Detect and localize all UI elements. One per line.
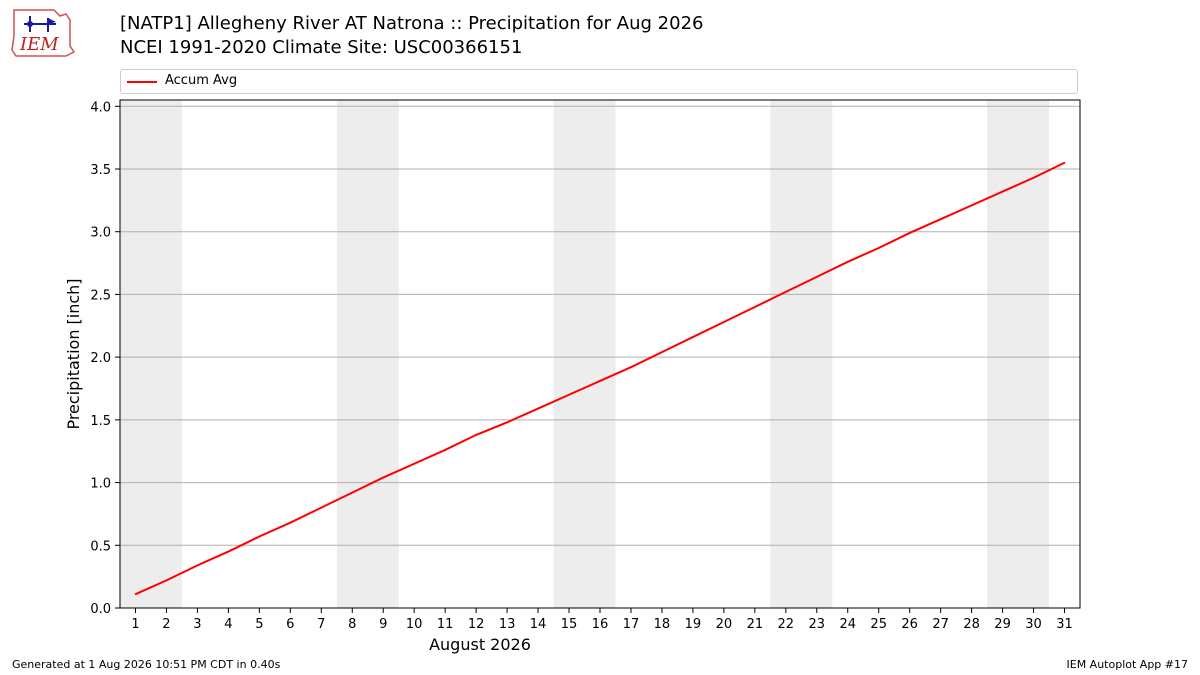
x-tick-label-9: 9 — [379, 617, 387, 632]
data-point-day-14 — [537, 407, 539, 410]
x-tick-label-25: 25 — [870, 617, 887, 632]
x-tick-label-3: 3 — [193, 617, 201, 632]
x-tick-label-18: 18 — [654, 617, 671, 632]
x-tick-label-20: 20 — [716, 617, 733, 632]
legend: Accum Avg — [120, 69, 1078, 94]
x-tick-label-1: 1 — [131, 617, 139, 632]
data-point-day-9 — [382, 476, 385, 479]
legend-label-accum-avg: Accum Avg — [165, 73, 238, 88]
weekend-band-4 — [987, 100, 1050, 608]
legend-line-accum-avg — [127, 81, 157, 83]
x-tick-label-2: 2 — [162, 617, 170, 632]
y-tick-label-2.0: 2.0 — [90, 351, 111, 366]
data-point-day-20 — [723, 321, 725, 323]
weekend-band-0 — [120, 100, 182, 608]
data-point-day-2 — [165, 579, 168, 582]
data-point-day-1 — [134, 593, 137, 596]
data-point-day-17 — [630, 366, 632, 368]
chart-title: [NATP1] Allegheny River AT Natrona :: Pr… — [120, 13, 704, 34]
data-point-day-27 — [939, 218, 942, 220]
x-tick-label-17: 17 — [623, 617, 640, 632]
data-point-day-5 — [258, 535, 261, 538]
data-point-day-21 — [754, 306, 756, 308]
x-tick-label-22: 22 — [778, 617, 795, 632]
data-point-day-7 — [320, 506, 323, 509]
x-tick-label-29: 29 — [994, 617, 1011, 632]
y-tick-label-2.5: 2.5 — [90, 288, 111, 303]
x-tick-label-12: 12 — [468, 617, 485, 632]
x-tick-label-28: 28 — [963, 617, 980, 632]
x-tick-label-19: 19 — [685, 617, 702, 632]
data-point-day-13 — [506, 421, 508, 424]
x-tick-label-24: 24 — [839, 617, 856, 632]
data-point-day-26 — [908, 232, 911, 234]
x-tick-label-16: 16 — [592, 617, 609, 632]
data-point-day-31 — [1063, 161, 1066, 164]
x-tick-label-23: 23 — [809, 617, 826, 632]
x-tick-label-14: 14 — [530, 617, 547, 632]
x-axis-label: August 2026 — [429, 635, 531, 654]
data-point-day-11 — [444, 449, 446, 451]
data-point-day-3 — [196, 564, 199, 567]
y-axis-label: Precipitation [inch] — [64, 278, 83, 429]
x-tick-label-11: 11 — [437, 617, 454, 632]
x-tick-label-27: 27 — [932, 617, 949, 632]
data-point-day-18 — [661, 351, 663, 353]
y-tick-label-0.5: 0.5 — [90, 539, 111, 554]
data-point-day-23 — [815, 276, 818, 278]
data-point-day-29 — [1001, 190, 1004, 193]
data-point-day-22 — [785, 291, 787, 293]
y-tick-label-1.0: 1.0 — [90, 477, 111, 492]
plot-frame — [119, 99, 1081, 609]
data-point-day-10 — [413, 462, 415, 465]
x-tick-label-13: 13 — [499, 617, 516, 632]
data-point-day-28 — [970, 204, 973, 207]
data-point-day-4 — [227, 550, 230, 553]
x-tick-label-31: 31 — [1056, 617, 1073, 632]
x-tick-label-5: 5 — [255, 617, 263, 632]
x-tick-label-7: 7 — [317, 617, 325, 632]
data-point-day-6 — [289, 521, 292, 524]
data-point-day-25 — [877, 247, 880, 249]
y-tick-label-3.5: 3.5 — [90, 163, 111, 178]
y-tick-label-0.0: 0.0 — [90, 602, 111, 617]
weekend-band-2 — [553, 100, 616, 608]
weekend-band-1 — [336, 100, 399, 608]
data-point-day-8 — [351, 491, 354, 494]
data-point-day-15 — [568, 393, 570, 396]
x-tick-label-21: 21 — [747, 617, 764, 632]
y-tick-label-1.5: 1.5 — [90, 414, 111, 429]
x-tick-label-15: 15 — [561, 617, 578, 632]
weekend-band-3 — [770, 100, 833, 608]
x-tick-label-6: 6 — [286, 617, 294, 632]
data-point-day-24 — [846, 261, 849, 263]
footer-generated: Generated at 1 Aug 2026 10:51 PM CDT in … — [12, 658, 281, 671]
x-tick-label-26: 26 — [901, 617, 918, 632]
x-tick-label-30: 30 — [1025, 617, 1042, 632]
y-tick-label-4.0: 4.0 — [90, 100, 111, 115]
y-tick-label-3.0: 3.0 — [90, 226, 111, 241]
chart-subtitle: NCEI 1991-2020 Climate Site: USC00366151 — [120, 37, 523, 58]
data-point-day-19 — [692, 336, 694, 338]
x-tick-label-4: 4 — [224, 617, 232, 632]
svg-text:IEM: IEM — [19, 34, 59, 55]
data-point-day-30 — [1032, 176, 1035, 179]
iem-logo: IEM — [11, 9, 76, 57]
x-tick-label-10: 10 — [406, 617, 423, 632]
footer-app: IEM Autoplot App #17 — [1066, 658, 1189, 671]
x-tick-label-8: 8 — [348, 617, 356, 632]
data-point-day-16 — [599, 380, 601, 382]
data-point-day-12 — [475, 434, 477, 436]
